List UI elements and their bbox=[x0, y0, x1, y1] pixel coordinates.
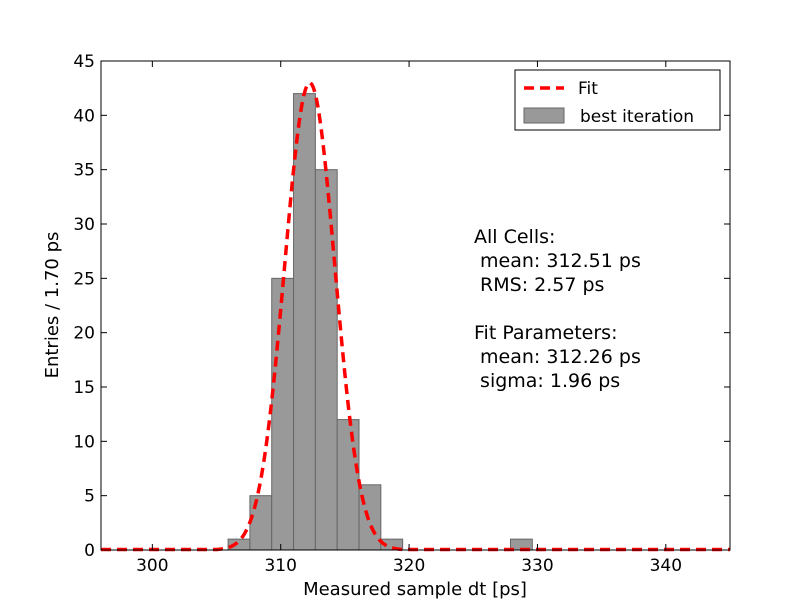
y-axis-ticks: 0 5 10 15 20 25 30 35 40 45 bbox=[73, 52, 730, 561]
plot-frame bbox=[100, 60, 731, 551]
legend-hist-label: best iteration bbox=[580, 107, 694, 127]
legend-fit-label: Fit bbox=[578, 79, 598, 99]
histogram-bar bbox=[293, 93, 316, 551]
x-axis-label: Measured sample dt [ps] bbox=[303, 579, 527, 600]
histogram-bar bbox=[249, 495, 273, 551]
plot-background bbox=[101, 61, 730, 550]
stats-annotation-line: mean: 312.26 ps bbox=[474, 346, 641, 368]
x-axis-ticks: 300 310 320 330 340 bbox=[136, 61, 682, 576]
stats-annotation-line: Fit Parameters: bbox=[474, 322, 617, 344]
stats-annotation-line: sigma: 1.96 ps bbox=[474, 370, 620, 392]
y-tick-label: 5 bbox=[84, 487, 95, 507]
y-tick-label: 20 bbox=[73, 324, 95, 344]
x-tick-label: 310 bbox=[264, 556, 296, 576]
histogram-bar bbox=[314, 169, 338, 551]
stats-annotation: All Cells: mean: 312.51 ps RMS: 2.57 ps F… bbox=[474, 226, 641, 392]
stats-annotation-line: All Cells: bbox=[474, 226, 555, 248]
x-tick-label: 330 bbox=[521, 556, 553, 576]
histogram-bar bbox=[271, 277, 295, 551]
x-tick-label: 340 bbox=[650, 556, 682, 576]
y-tick-label: 35 bbox=[73, 161, 95, 181]
y-tick-label: 45 bbox=[73, 52, 95, 72]
stats-annotation-line: mean: 312.51 ps bbox=[474, 250, 641, 272]
legend: Fit best iteration bbox=[514, 69, 721, 131]
y-tick-label: 0 bbox=[84, 541, 95, 561]
histogram-bar bbox=[336, 419, 360, 551]
y-axis-label: Entries / 1.70 ps bbox=[42, 232, 63, 379]
x-tick-label: 300 bbox=[136, 556, 168, 576]
stats-annotation-line: RMS: 2.57 ps bbox=[474, 274, 604, 296]
y-tick-label: 40 bbox=[73, 106, 95, 126]
y-tick-label: 10 bbox=[73, 432, 95, 452]
y-tick-label: 15 bbox=[73, 378, 95, 398]
y-tick-label: 25 bbox=[73, 269, 95, 289]
legend-hist-swatch bbox=[523, 107, 565, 124]
x-tick-label: 320 bbox=[393, 556, 425, 576]
histogram-bar bbox=[358, 484, 382, 551]
y-tick-label: 30 bbox=[73, 215, 95, 235]
